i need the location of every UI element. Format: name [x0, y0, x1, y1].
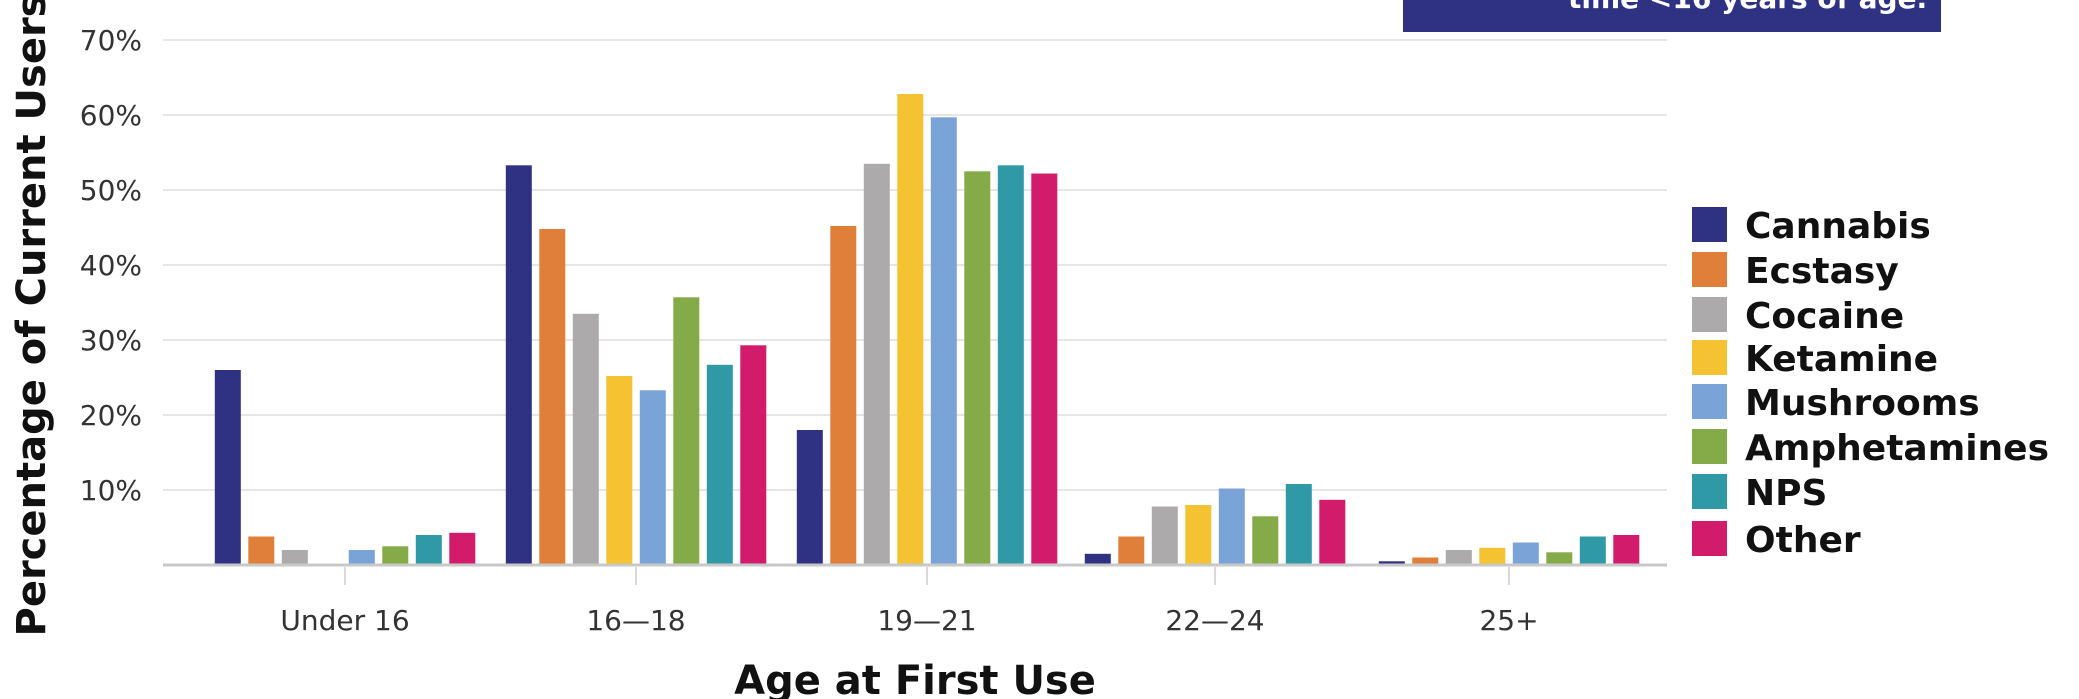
- y-axis-ticks: 10% 20% 30% 40% 50% 60% 70%: [80, 24, 142, 507]
- bar: [1285, 484, 1312, 565]
- legend-label: NPS: [1745, 473, 1827, 514]
- bar: [1412, 557, 1439, 565]
- x-tick-label: 22—24: [1165, 604, 1264, 637]
- x-tick-label: 16—18: [586, 604, 685, 637]
- bar: [863, 163, 890, 566]
- legend-item: Mushrooms: [1692, 383, 1980, 424]
- bar: [1512, 542, 1539, 565]
- legend-swatch: [1692, 340, 1727, 375]
- bar: [1031, 173, 1058, 565]
- legend-label: Ketamine: [1745, 339, 1938, 380]
- bar: [740, 345, 767, 566]
- legend-swatch: [1692, 252, 1727, 287]
- legend-label: Cocaine: [1745, 296, 1904, 337]
- bar: [1118, 536, 1145, 565]
- bar: [930, 117, 957, 566]
- legend-swatch: [1692, 521, 1727, 556]
- bars: [214, 94, 1640, 566]
- bar: [897, 94, 924, 565]
- bar: [830, 226, 857, 565]
- bar: [706, 364, 733, 566]
- legend-swatch: [1692, 207, 1727, 242]
- bar: [281, 550, 308, 565]
- bar: [639, 390, 666, 566]
- bar: [1579, 536, 1606, 565]
- legend-label: Amphetamines: [1745, 428, 2049, 469]
- bar: [248, 536, 275, 565]
- bar: [415, 535, 442, 565]
- legend-label: Cannabis: [1745, 206, 1931, 247]
- legend-label: Ecstasy: [1745, 251, 1899, 292]
- legend-item: Other: [1692, 520, 1861, 561]
- y-tick-label: 20%: [80, 399, 142, 432]
- legend-swatch: [1692, 297, 1727, 332]
- bar: [673, 297, 700, 566]
- bar-group: [1378, 535, 1640, 566]
- legend-label: Mushrooms: [1745, 383, 1980, 424]
- bar: [964, 171, 991, 566]
- bar-group: [505, 165, 767, 566]
- bar: [1151, 506, 1178, 565]
- bar: [449, 532, 476, 566]
- x-tick-label: 19—21: [877, 604, 976, 637]
- bar: [1084, 553, 1111, 566]
- legend-swatch: [1692, 474, 1727, 509]
- annotation-box: time <16 years of age.: [1403, 0, 1941, 32]
- legend-label: Other: [1745, 520, 1861, 561]
- bar: [997, 165, 1024, 566]
- bar-group: [1084, 484, 1346, 566]
- bar: [796, 430, 823, 565]
- bar: [505, 165, 532, 566]
- annotation-box-background: [1403, 0, 1941, 32]
- x-tick-label: 25+: [1479, 604, 1538, 637]
- y-tick-label: 60%: [80, 99, 142, 132]
- legend-item: Ketamine: [1692, 339, 1938, 380]
- y-tick-label: 30%: [80, 324, 142, 357]
- bar: [214, 370, 241, 565]
- legend: CannabisEcstasyCocaineKetamineMushroomsA…: [1692, 206, 2049, 561]
- legend-swatch: [1692, 384, 1727, 419]
- bar: [1445, 550, 1472, 565]
- y-tick-label: 40%: [80, 249, 142, 282]
- y-axis-title: Percentage of Current Users: [9, 0, 55, 637]
- x-axis-title: Age at First Use: [734, 658, 1096, 699]
- legend-item: NPS: [1692, 473, 1827, 514]
- legend-item: Amphetamines: [1692, 428, 2049, 469]
- bar: [382, 546, 409, 566]
- y-tick-label: 70%: [80, 24, 142, 57]
- bar-group: [214, 370, 476, 566]
- x-axis-ticks: Under 16 16—18 19—21 22—24 25+: [280, 567, 1539, 637]
- bar: [572, 313, 599, 566]
- bar-group: [796, 94, 1058, 566]
- bar: [1319, 499, 1346, 566]
- x-tick-label: Under 16: [280, 604, 409, 637]
- legend-item: Cannabis: [1692, 206, 1931, 247]
- bar: [606, 376, 633, 565]
- bar: [1479, 547, 1506, 566]
- bar: [348, 550, 375, 565]
- bar: [1185, 505, 1212, 565]
- y-tick-label: 10%: [80, 474, 142, 507]
- legend-item: Ecstasy: [1692, 251, 1899, 292]
- bar: [1378, 561, 1405, 566]
- y-tick-label: 50%: [80, 174, 142, 207]
- bar: [539, 229, 566, 565]
- annotation-text: time <16 years of age.: [1568, 0, 1927, 15]
- bar: [1218, 488, 1245, 565]
- legend-item: Cocaine: [1692, 296, 1904, 337]
- legend-swatch: [1692, 429, 1727, 464]
- bar: [1613, 535, 1640, 565]
- bar: [1252, 516, 1279, 566]
- bar: [1546, 552, 1573, 566]
